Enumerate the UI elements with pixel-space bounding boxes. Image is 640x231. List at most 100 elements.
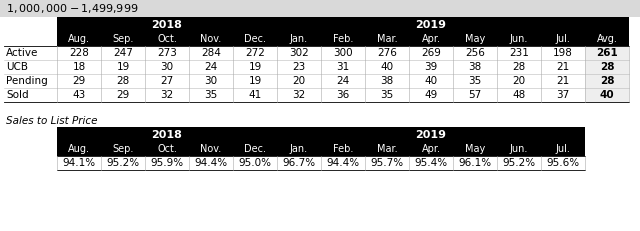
Text: 36: 36 — [337, 90, 349, 100]
Text: 48: 48 — [513, 90, 525, 100]
Text: 273: 273 — [157, 48, 177, 58]
Text: 94.1%: 94.1% — [63, 158, 95, 168]
Text: 276: 276 — [377, 48, 397, 58]
Text: 19: 19 — [248, 76, 262, 86]
Text: 41: 41 — [248, 90, 262, 100]
Bar — [585, 60, 629, 74]
Text: 96.7%: 96.7% — [282, 158, 316, 168]
Text: 43: 43 — [72, 90, 86, 100]
Bar — [57, 127, 585, 142]
Text: Sold: Sold — [6, 90, 29, 100]
Bar — [57, 142, 585, 156]
Text: 35: 35 — [380, 90, 394, 100]
Text: 29: 29 — [116, 90, 130, 100]
Text: Feb.: Feb. — [333, 144, 353, 154]
Text: Nov.: Nov. — [200, 144, 221, 154]
Text: Pending: Pending — [6, 76, 48, 86]
Text: 19: 19 — [116, 62, 130, 72]
Text: 19: 19 — [248, 62, 262, 72]
Text: May: May — [465, 144, 485, 154]
Text: Sep.: Sep. — [112, 144, 134, 154]
Text: 30: 30 — [204, 76, 218, 86]
Text: 300: 300 — [333, 48, 353, 58]
Text: 95.7%: 95.7% — [371, 158, 404, 168]
Text: 35: 35 — [204, 90, 218, 100]
Text: $1,000,000 - $1,499,999: $1,000,000 - $1,499,999 — [6, 2, 138, 15]
Text: Jul.: Jul. — [556, 34, 570, 44]
Text: 269: 269 — [421, 48, 441, 58]
Text: Nov.: Nov. — [200, 34, 221, 44]
Text: May: May — [465, 34, 485, 44]
Text: 37: 37 — [556, 90, 570, 100]
Text: 261: 261 — [596, 48, 618, 58]
Text: Oct.: Oct. — [157, 34, 177, 44]
Text: Sep.: Sep. — [112, 34, 134, 44]
Text: 32: 32 — [292, 90, 306, 100]
Text: 198: 198 — [553, 48, 573, 58]
Text: Feb.: Feb. — [333, 34, 353, 44]
Text: UCB: UCB — [6, 62, 28, 72]
Text: Jan.: Jan. — [290, 144, 308, 154]
Text: Oct.: Oct. — [157, 144, 177, 154]
Text: 95.4%: 95.4% — [415, 158, 447, 168]
Text: Mar.: Mar. — [377, 34, 397, 44]
Text: 18: 18 — [72, 62, 86, 72]
Bar — [57, 32, 629, 46]
Text: 39: 39 — [424, 62, 438, 72]
Text: 24: 24 — [204, 62, 218, 72]
Text: 231: 231 — [509, 48, 529, 58]
Text: 284: 284 — [201, 48, 221, 58]
Text: 272: 272 — [245, 48, 265, 58]
Bar — [585, 88, 629, 102]
Text: 2019: 2019 — [415, 19, 447, 30]
Text: 38: 38 — [380, 76, 394, 86]
Text: 2018: 2018 — [152, 19, 182, 30]
Bar — [585, 74, 629, 88]
Text: 24: 24 — [337, 76, 349, 86]
Text: Aug.: Aug. — [68, 34, 90, 44]
Text: Dec.: Dec. — [244, 34, 266, 44]
Text: 32: 32 — [161, 90, 173, 100]
Text: 247: 247 — [113, 48, 133, 58]
Text: 38: 38 — [468, 62, 482, 72]
Text: 228: 228 — [69, 48, 89, 58]
Text: 40: 40 — [424, 76, 438, 86]
Text: 23: 23 — [292, 62, 306, 72]
Text: 20: 20 — [292, 76, 305, 86]
Text: 2019: 2019 — [415, 130, 447, 140]
Text: 95.9%: 95.9% — [150, 158, 184, 168]
Text: 28: 28 — [513, 62, 525, 72]
Text: 21: 21 — [556, 62, 570, 72]
Text: Dec.: Dec. — [244, 144, 266, 154]
Text: 29: 29 — [72, 76, 86, 86]
Text: 30: 30 — [161, 62, 173, 72]
Text: Apr.: Apr. — [422, 144, 440, 154]
Text: 28: 28 — [600, 62, 614, 72]
Text: Avg.: Avg. — [596, 34, 618, 44]
Text: 94.4%: 94.4% — [326, 158, 360, 168]
Text: 28: 28 — [600, 76, 614, 86]
Text: 95.2%: 95.2% — [502, 158, 536, 168]
Bar — [57, 17, 629, 32]
Text: Jun.: Jun. — [510, 34, 528, 44]
Text: 40: 40 — [380, 62, 394, 72]
Text: 2018: 2018 — [152, 130, 182, 140]
Text: Jan.: Jan. — [290, 34, 308, 44]
Text: 49: 49 — [424, 90, 438, 100]
Text: Active: Active — [6, 48, 38, 58]
Text: 27: 27 — [161, 76, 173, 86]
Bar — [0, 0, 640, 17]
Text: Mar.: Mar. — [377, 144, 397, 154]
Text: 57: 57 — [468, 90, 482, 100]
Text: 31: 31 — [337, 62, 349, 72]
Text: 95.0%: 95.0% — [239, 158, 271, 168]
Text: 302: 302 — [289, 48, 309, 58]
Text: 35: 35 — [468, 76, 482, 86]
Text: Aug.: Aug. — [68, 144, 90, 154]
Text: Sales to List Price: Sales to List Price — [6, 116, 97, 126]
Text: 28: 28 — [116, 76, 130, 86]
Text: 95.2%: 95.2% — [106, 158, 140, 168]
Text: 95.6%: 95.6% — [547, 158, 580, 168]
Text: 256: 256 — [465, 48, 485, 58]
Bar — [585, 46, 629, 60]
